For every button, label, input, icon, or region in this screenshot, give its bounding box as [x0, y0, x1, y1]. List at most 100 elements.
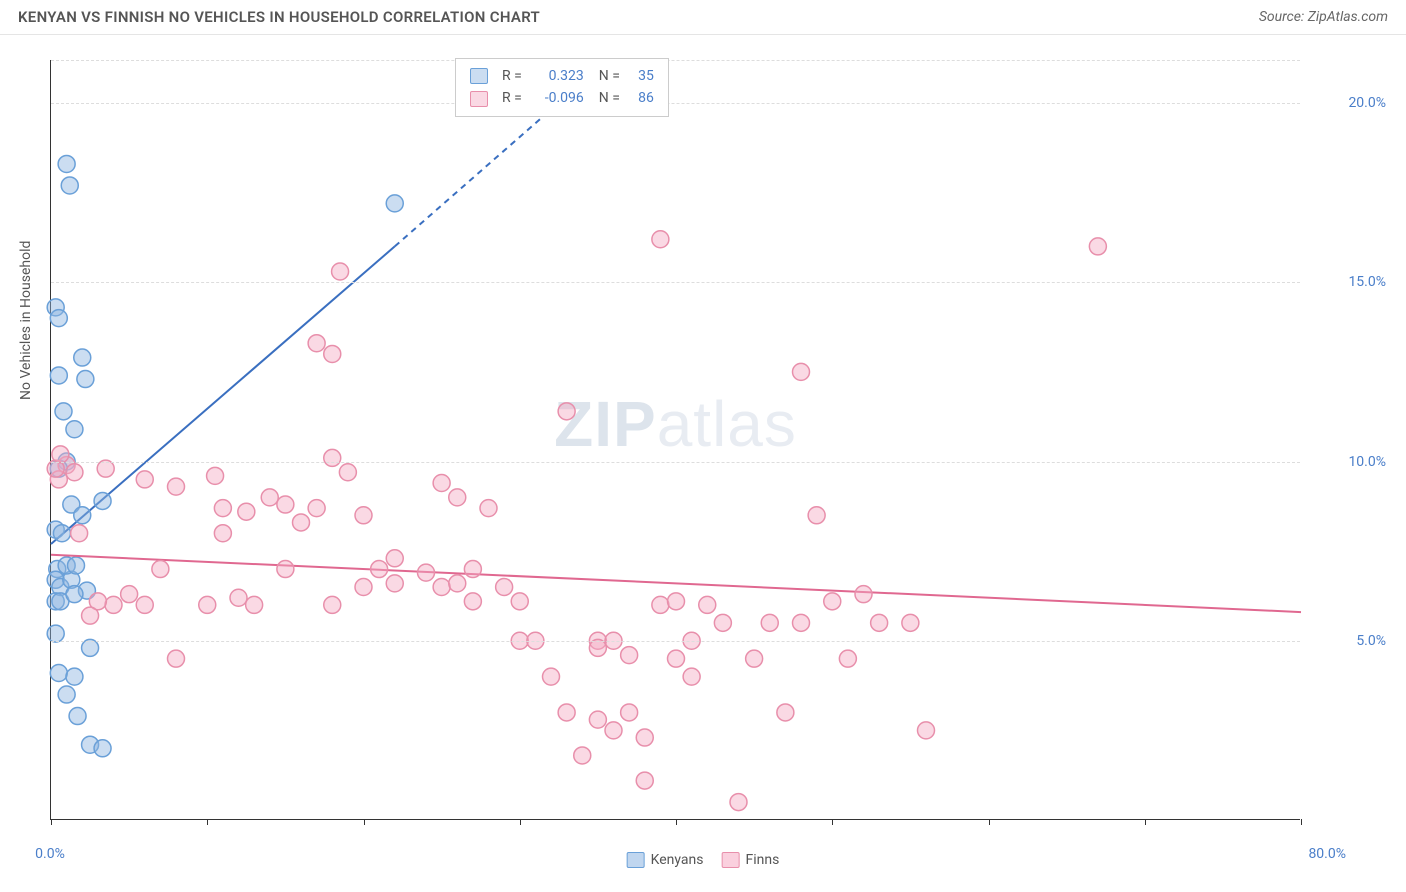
grid-line [51, 462, 1300, 463]
data-point [261, 489, 278, 506]
data-point [199, 596, 216, 613]
x-tick [51, 819, 52, 825]
data-point [480, 500, 497, 517]
data-point [207, 467, 224, 484]
data-point [511, 593, 528, 610]
data-point [386, 195, 403, 212]
data-point [714, 614, 731, 631]
chart-header: KENYAN VS FINNISH NO VEHICLES IN HOUSEHO… [0, 0, 1406, 35]
data-point [1089, 238, 1106, 255]
data-point [168, 478, 185, 495]
data-point [605, 722, 622, 739]
legend-swatch [470, 91, 488, 107]
data-point [839, 650, 856, 667]
legend-bottom: Kenyans Finns [627, 852, 780, 868]
data-point [699, 596, 716, 613]
data-point [636, 772, 653, 789]
y-tick-label: 10.0% [1348, 454, 1386, 470]
y-tick-label: 5.0% [1356, 633, 1386, 649]
data-point [433, 578, 450, 595]
data-point [652, 596, 669, 613]
data-point [332, 263, 349, 280]
chart-title: KENYAN VS FINNISH NO VEHICLES IN HOUSEHO… [18, 8, 540, 26]
data-point [66, 668, 83, 685]
data-point [761, 614, 778, 631]
data-point [50, 367, 67, 384]
data-point [94, 492, 111, 509]
data-point [824, 593, 841, 610]
chart-source: Source: ZipAtlas.com [1259, 9, 1388, 25]
data-point [66, 586, 83, 603]
stats-r-value: -0.096 [530, 87, 584, 109]
y-tick-label: 15.0% [1348, 274, 1386, 290]
data-point [308, 335, 325, 352]
stats-r-label: R = [502, 87, 522, 109]
data-point [668, 593, 685, 610]
data-point [308, 500, 325, 517]
data-point [324, 449, 341, 466]
stats-n-value: 86 [628, 87, 654, 109]
data-point [621, 647, 638, 664]
data-point [902, 614, 919, 631]
data-point [418, 564, 435, 581]
data-point [746, 650, 763, 667]
data-point [152, 561, 169, 578]
data-point [121, 586, 138, 603]
correlation-stats-box: R = 0.323 N = 35 R = -0.096 N = 86 [455, 58, 669, 117]
data-point [464, 593, 481, 610]
x-tick [1145, 819, 1146, 825]
data-point [71, 525, 88, 542]
legend-swatch [627, 852, 645, 868]
data-point [589, 711, 606, 728]
data-point [214, 525, 231, 542]
grid-line [51, 103, 1300, 104]
data-point [324, 345, 341, 362]
data-point [168, 650, 185, 667]
data-point [652, 231, 669, 248]
data-point [50, 665, 67, 682]
data-point [918, 722, 935, 739]
data-point [793, 363, 810, 380]
data-point [386, 575, 403, 592]
x-tick [1301, 819, 1302, 825]
x-tick [989, 819, 990, 825]
data-point [69, 708, 86, 725]
scatter-svg [51, 60, 1300, 819]
legend-label: Finns [746, 852, 780, 868]
data-point [574, 747, 591, 764]
data-point [589, 639, 606, 656]
data-point [808, 507, 825, 524]
stats-n-label: N = [592, 65, 620, 87]
x-tick [832, 819, 833, 825]
data-point [793, 614, 810, 631]
data-point [496, 578, 513, 595]
data-point [668, 650, 685, 667]
legend-label: Kenyans [651, 852, 704, 868]
data-point [214, 500, 231, 517]
data-point [543, 668, 560, 685]
data-point [464, 561, 481, 578]
data-point [58, 155, 75, 172]
data-point [94, 740, 111, 757]
data-point [97, 460, 114, 477]
stats-r-value: 0.323 [530, 65, 584, 87]
data-point [293, 514, 310, 531]
data-point [230, 589, 247, 606]
legend-swatch [470, 68, 488, 84]
data-point [355, 507, 372, 524]
data-point [82, 639, 99, 656]
data-point [238, 503, 255, 520]
data-point [339, 464, 356, 481]
stats-n-value: 35 [628, 65, 654, 87]
stats-r-label: R = [502, 65, 522, 87]
data-point [277, 561, 294, 578]
data-point [136, 596, 153, 613]
grid-line [51, 282, 1300, 283]
x-tick [520, 819, 521, 825]
data-point [50, 310, 67, 327]
y-tick-label: 20.0% [1348, 95, 1386, 111]
stats-n-label: N = [592, 87, 620, 109]
grid-line [51, 60, 1300, 61]
data-point [246, 596, 263, 613]
data-point [74, 349, 91, 366]
